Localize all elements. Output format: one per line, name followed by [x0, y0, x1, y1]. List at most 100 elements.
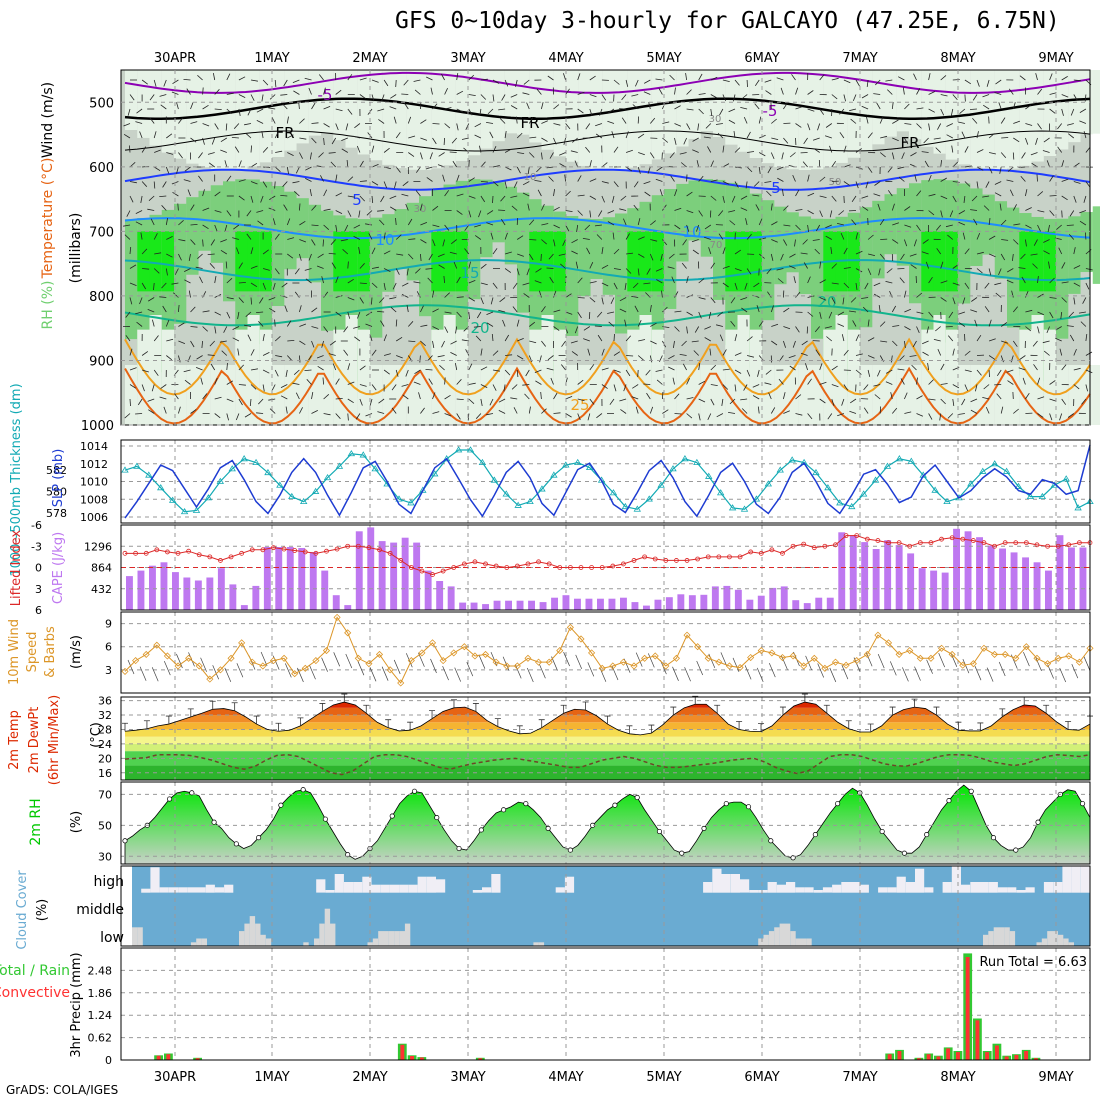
contour-label: 20	[817, 293, 836, 311]
wind-barb	[916, 123, 922, 129]
wind-barb	[162, 305, 167, 313]
wind-barb	[148, 409, 155, 414]
wind-barb	[304, 369, 312, 371]
cape-bar	[194, 580, 202, 610]
wind-barb	[610, 297, 615, 304]
wind-barb	[637, 166, 641, 174]
rh-band-moist	[798, 216, 812, 295]
wind-barb	[347, 176, 354, 182]
wind-barb	[574, 160, 579, 168]
wind-barb	[1000, 152, 1007, 159]
wind-barb	[940, 94, 948, 97]
wind-barb	[708, 653, 716, 668]
wind-barb	[553, 224, 560, 229]
rh-band-dry	[443, 70, 456, 166]
date-label-top: 8MAY	[940, 51, 975, 66]
wind-barb	[198, 175, 203, 182]
cape-bar	[631, 602, 639, 610]
wind-barb	[468, 74, 475, 81]
wind-marker	[174, 662, 182, 670]
lifted-marker	[186, 548, 192, 554]
wind-barb	[1012, 152, 1015, 160]
wind-barb	[220, 149, 227, 153]
wind-barb	[1049, 195, 1057, 197]
wind-barb	[747, 355, 754, 358]
lifted-marker	[875, 538, 881, 543]
wind-barb	[365, 311, 373, 317]
rh2m-marker	[256, 835, 262, 841]
wind-barb	[284, 663, 292, 678]
wind-barb	[996, 369, 1002, 377]
wind-barb	[974, 319, 978, 327]
wind-barb	[928, 398, 936, 401]
wind-barb	[599, 108, 603, 116]
rh-band-moist	[896, 188, 910, 266]
lifted-marker	[461, 561, 467, 567]
rh-band-dry	[357, 70, 371, 155]
wind-barb	[807, 311, 814, 317]
wind-barb	[299, 203, 301, 211]
lifted-marker	[165, 549, 170, 555]
cape-bar	[620, 597, 627, 610]
wind-barb	[490, 232, 494, 240]
wind-barb	[250, 368, 258, 371]
wind-barb	[757, 369, 760, 377]
wind-barb	[655, 78, 663, 81]
axis-label: SLP (mb)	[51, 449, 66, 508]
wind-barb	[1070, 108, 1075, 116]
wind-barb	[285, 369, 288, 377]
minmax-marker	[999, 708, 1006, 717]
rh-band-moist	[786, 212, 799, 273]
thickness-tick: 578	[46, 507, 67, 520]
wind-barb	[401, 93, 409, 95]
wind-barb	[988, 355, 996, 360]
wind-barb	[559, 152, 566, 156]
rh-band-low-dry	[958, 365, 971, 425]
rh-band-low-dry	[627, 329, 640, 425]
wind-barb	[643, 282, 651, 285]
cloud-low-bar	[324, 908, 331, 946]
wind-barb	[247, 334, 252, 342]
cloud-high-bar	[380, 884, 390, 893]
date-label-top: 5MAY	[646, 51, 681, 66]
wind-barb	[587, 662, 595, 677]
lifted-marker	[737, 554, 743, 560]
precip-convective-bar	[965, 957, 970, 1060]
wind-barb	[468, 363, 473, 371]
wind-barb	[611, 195, 615, 203]
wind-barb	[1061, 364, 1067, 371]
wind-barb	[916, 326, 920, 334]
cloud-low-bar	[314, 938, 320, 946]
thickness-marker	[145, 471, 153, 478]
wind-barb	[1037, 311, 1045, 316]
wind-marker	[535, 658, 543, 666]
wind-barb	[184, 279, 191, 284]
wind-barb	[238, 108, 241, 116]
wind-barb	[335, 398, 343, 400]
wind-barb	[710, 384, 718, 386]
wind-barb	[988, 116, 990, 124]
wind-barb	[268, 297, 276, 301]
wind-barb	[292, 181, 300, 184]
wind-barb	[1049, 311, 1054, 319]
wind-barb	[268, 107, 276, 110]
wind-barb	[249, 398, 252, 407]
wind-barb	[778, 378, 784, 385]
rh2m-marker	[968, 788, 974, 794]
wind-barb	[633, 181, 639, 188]
wind-barb	[831, 398, 835, 406]
wind-barb	[238, 160, 242, 168]
wind-barb	[710, 262, 716, 269]
minmax-marker	[955, 721, 962, 731]
wind-barb	[631, 396, 639, 400]
wind-barb	[985, 406, 990, 414]
lifted-marker	[334, 546, 340, 552]
wind-barb	[747, 151, 755, 153]
wind-barb	[886, 369, 893, 374]
rh-band-low-dry	[933, 315, 946, 425]
wind-barb	[1085, 351, 1093, 356]
wind-barb	[601, 94, 607, 101]
rh-band-dry	[210, 70, 224, 170]
cloud-high-bar	[399, 884, 409, 893]
rh-band-saturated	[933, 231, 946, 292]
